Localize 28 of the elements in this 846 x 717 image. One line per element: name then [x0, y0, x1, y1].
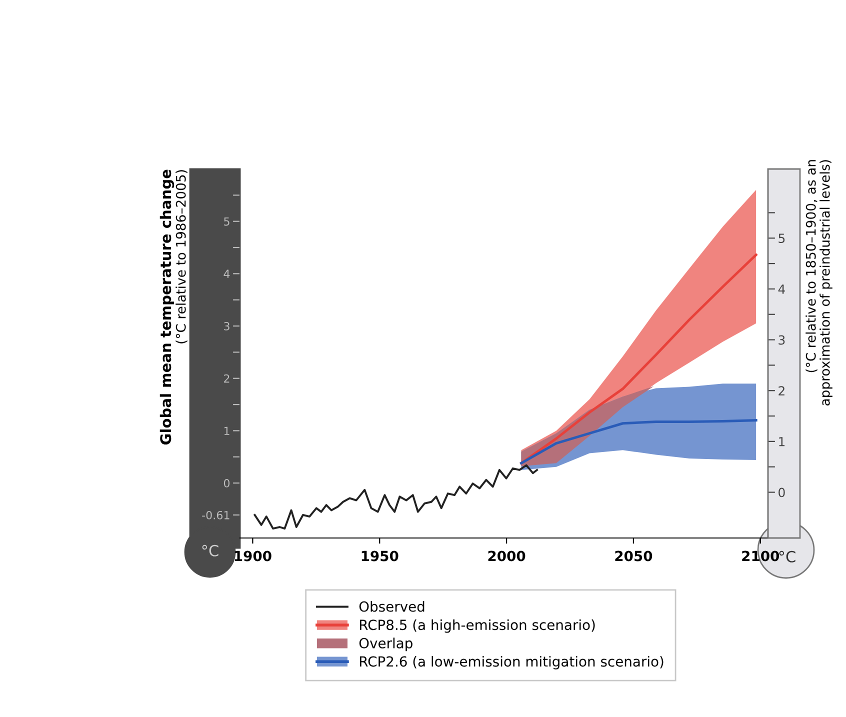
legend-label: Overlap — [359, 638, 412, 652]
y-tick-label: 2 — [224, 374, 230, 383]
line-series — [254, 464, 538, 530]
y2-tick-label: 2 — [778, 386, 784, 396]
x-tick-label: 2050 — [615, 550, 652, 562]
text: °C — [779, 550, 796, 562]
y-tick-label: -0.61 — [202, 510, 230, 520]
x-tick-label: 1950 — [362, 550, 398, 562]
legend-label: RCP8.5 (a high-emission scenario) — [360, 619, 595, 633]
line-series — [520, 418, 758, 464]
y2-tick-label: 4 — [778, 284, 785, 294]
y-tick-label: 5 — [224, 217, 230, 226]
x-tick-label: 1900 — [234, 550, 272, 562]
y-tick-label: 1 — [224, 426, 230, 435]
y-tick-label: 0 — [224, 479, 230, 488]
text: °C — [202, 544, 218, 556]
y2-tick-label: 1 — [779, 437, 785, 446]
y2-axis-title: (°C relative to 1850–1900, as an approximation of preindustrial levels) — [806, 160, 832, 406]
y2-tick-label: 5 — [778, 234, 785, 244]
x-tick-label: 2000 — [488, 550, 526, 562]
x-tick-label: 2100 — [742, 550, 780, 562]
y2-tick-label: 0 — [778, 488, 785, 498]
y2-tick-label: 3 — [778, 335, 785, 345]
legend-label: RCP2.6 (a low-emission mitigation scenario) — [360, 656, 664, 670]
y-tick-label: 3 — [224, 322, 230, 330]
legend-label: Observed — [359, 601, 424, 612]
y-tick-label: 4 — [224, 270, 230, 278]
y-axis-title: Global mean temperature change (°C relative to 1986–2005) — [160, 170, 188, 445]
